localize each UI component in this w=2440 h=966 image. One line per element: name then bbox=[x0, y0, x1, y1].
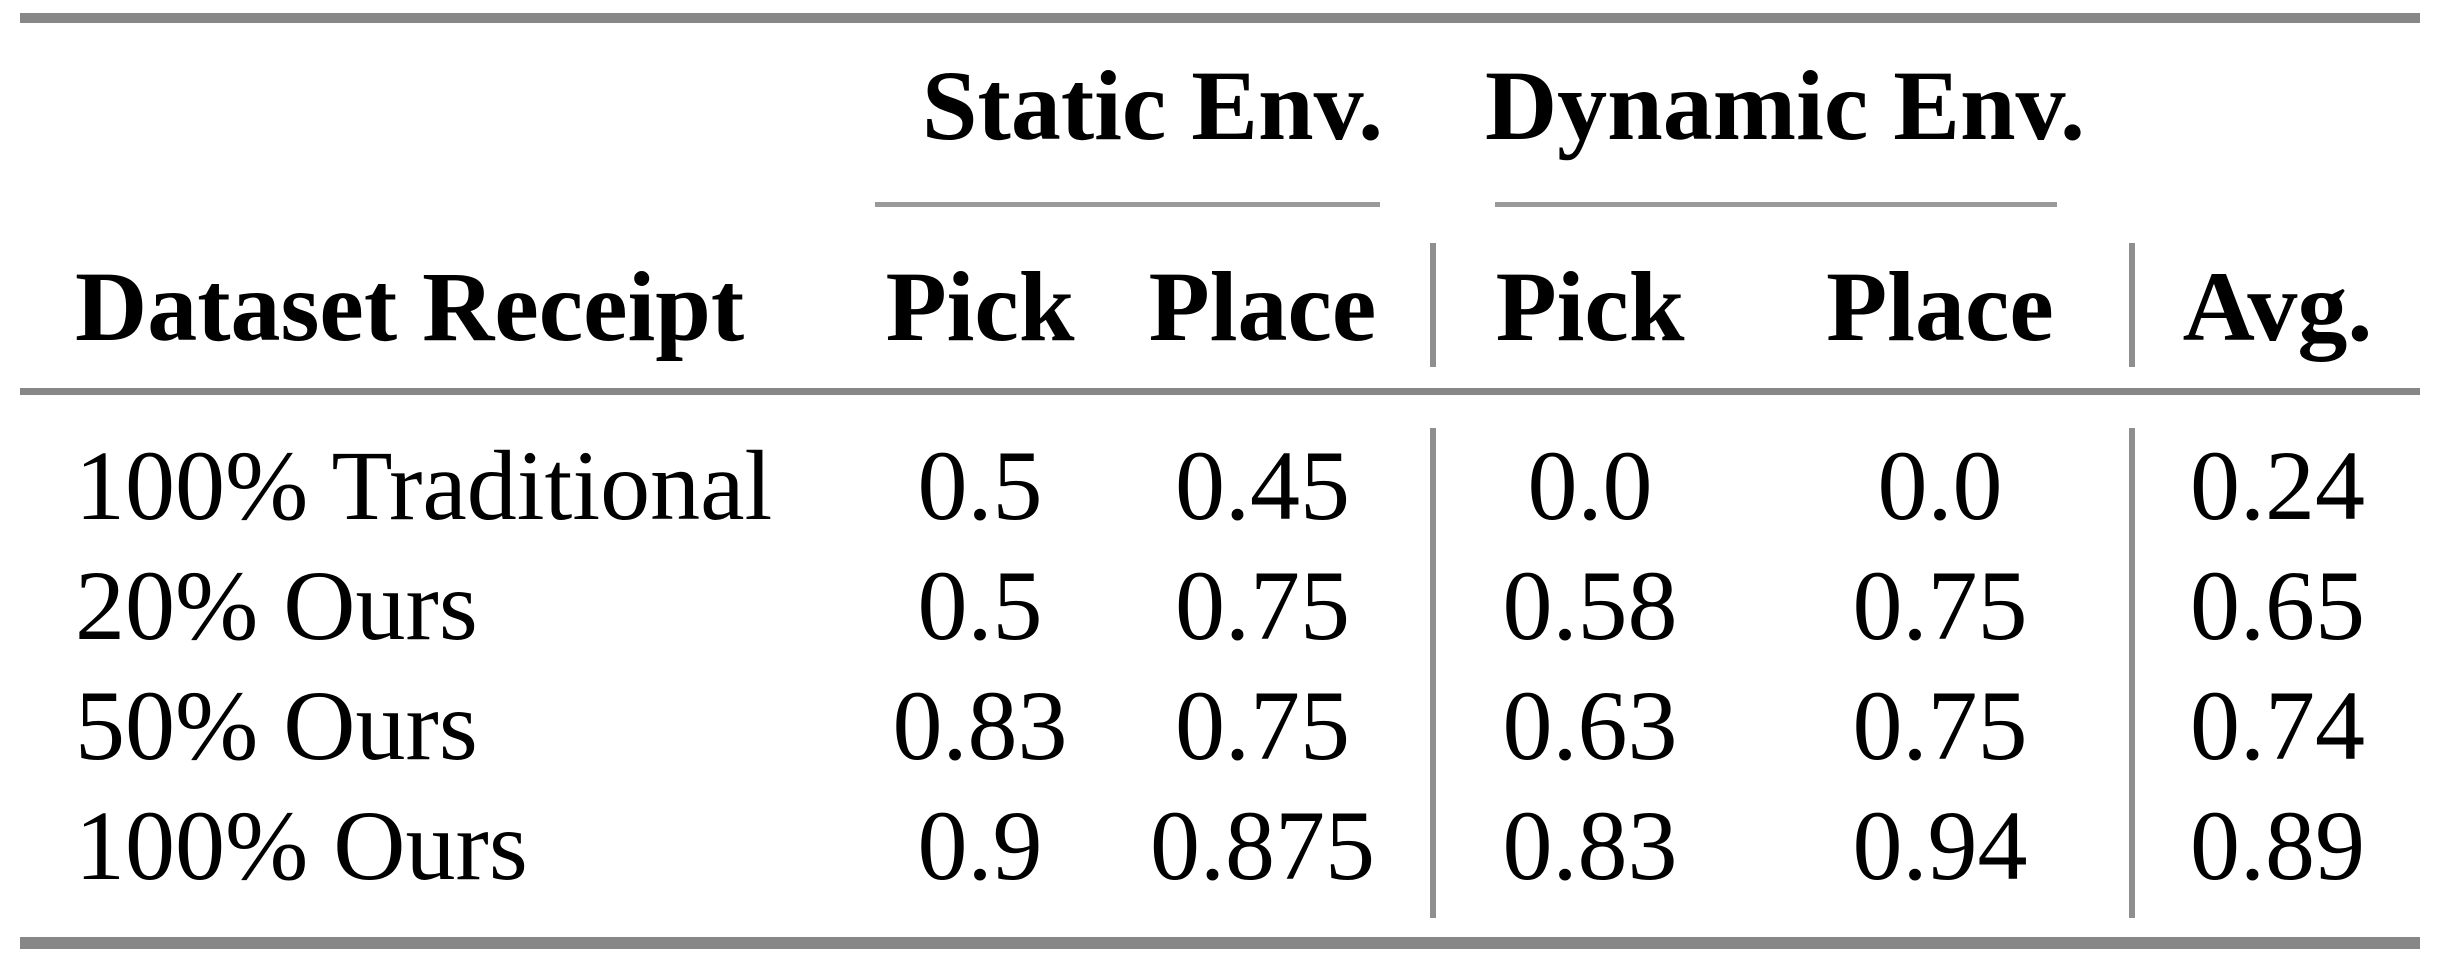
cell-avg: 0.74 bbox=[2190, 669, 2365, 781]
group-header-static-env: Static Env. bbox=[921, 49, 1384, 161]
cell-dynamic-place: 0.75 bbox=[1852, 669, 2028, 781]
bottom-rule bbox=[20, 937, 2420, 949]
cell-static-pick: 0.9 bbox=[917, 789, 1043, 901]
vertical-separator-1-body bbox=[1430, 428, 1436, 918]
group-header-dynamic-env: Dynamic Env. bbox=[1484, 49, 2086, 161]
vertical-separator-2-header bbox=[2129, 243, 2135, 367]
row-label: 50% Ours bbox=[75, 669, 478, 781]
dynamic-env-underline-rule bbox=[1495, 202, 2057, 207]
group-header-row: Static Env. Dynamic Env. bbox=[20, 40, 2420, 170]
cell-static-pick: 0.5 bbox=[917, 429, 1043, 541]
column-header-static-place: Place bbox=[1148, 251, 1377, 362]
cell-static-place: 0.75 bbox=[1175, 549, 1350, 661]
row-label: 100% Traditional bbox=[75, 429, 773, 541]
cell-static-place: 0.45 bbox=[1175, 429, 1350, 541]
cell-dynamic-place: 0.94 bbox=[1852, 789, 2028, 901]
cell-static-place: 0.875 bbox=[1150, 789, 1375, 901]
vertical-separator-1-header bbox=[1430, 243, 1436, 367]
column-header-dataset-receipt: Dataset Receipt bbox=[75, 251, 745, 362]
column-header-row: Dataset Receipt Pick Place Pick Place Av… bbox=[20, 225, 2420, 388]
cell-dynamic-pick: 0.0 bbox=[1527, 429, 1653, 541]
cell-dynamic-place: 0.75 bbox=[1852, 549, 2028, 661]
cell-dynamic-pick: 0.83 bbox=[1502, 789, 1678, 901]
table-row: 100% Ours 0.9 0.875 0.83 0.94 0.89 bbox=[20, 785, 2420, 905]
column-header-static-pick: Pick bbox=[885, 251, 1075, 362]
table-row: 20% Ours 0.5 0.75 0.58 0.75 0.65 bbox=[20, 545, 2420, 665]
top-rule bbox=[20, 13, 2420, 23]
cell-avg: 0.65 bbox=[2190, 549, 2365, 661]
cell-static-pick: 0.83 bbox=[892, 669, 1068, 781]
row-label: 100% Ours bbox=[75, 789, 528, 901]
row-label: 20% Ours bbox=[75, 549, 478, 661]
table-row: 50% Ours 0.83 0.75 0.63 0.75 0.74 bbox=[20, 665, 2420, 785]
static-env-underline-rule bbox=[875, 202, 1380, 207]
column-header-avg: Avg. bbox=[2182, 251, 2373, 362]
cell-dynamic-pick: 0.63 bbox=[1502, 669, 1678, 781]
cell-avg: 0.24 bbox=[2190, 429, 2365, 541]
cell-static-pick: 0.5 bbox=[917, 549, 1043, 661]
column-header-dynamic-place: Place bbox=[1826, 251, 2054, 362]
column-header-dynamic-pick: Pick bbox=[1495, 251, 1685, 362]
header-mid-rule bbox=[20, 388, 2420, 395]
cell-avg: 0.89 bbox=[2190, 789, 2365, 901]
cell-dynamic-pick: 0.58 bbox=[1502, 549, 1678, 661]
cell-dynamic-place: 0.0 bbox=[1877, 429, 2003, 541]
cell-static-place: 0.75 bbox=[1175, 669, 1350, 781]
vertical-separator-2-body bbox=[2129, 428, 2135, 918]
table-row: 100% Traditional 0.5 0.45 0.0 0.0 0.24 bbox=[20, 425, 2420, 545]
